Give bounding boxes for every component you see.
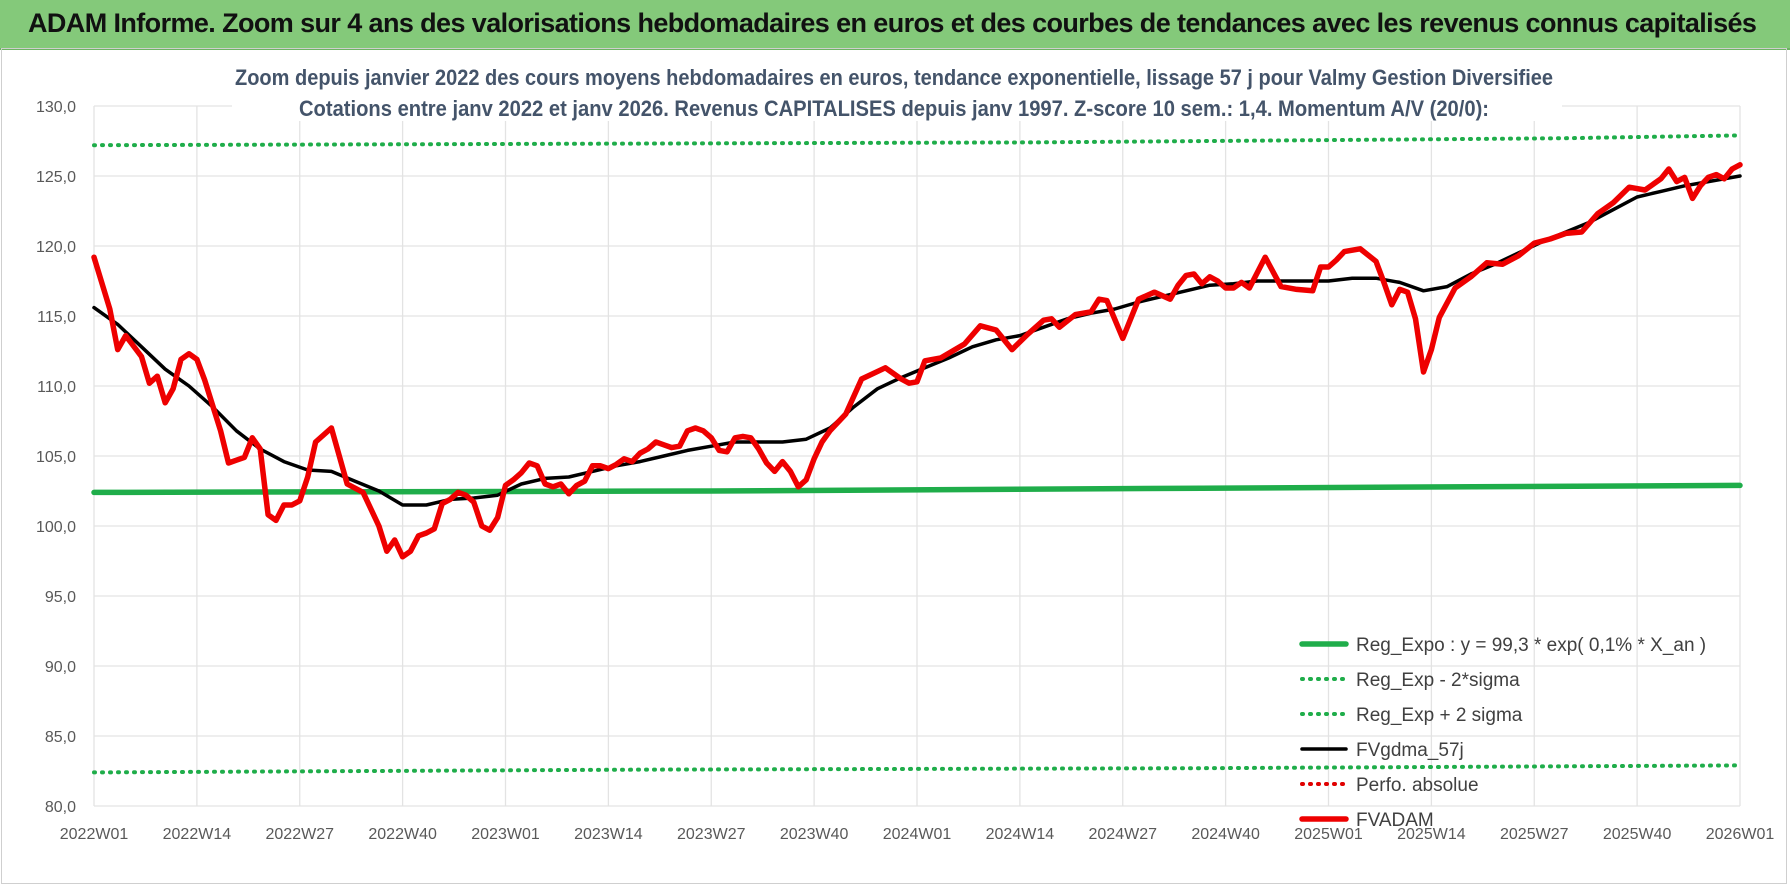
x-tick-label: 2024W14 bbox=[986, 826, 1055, 843]
fvadam-line bbox=[91, 162, 1743, 560]
legend-label: FVADAM bbox=[1356, 810, 1434, 831]
reg-exp-plus-2-sigma-line bbox=[92, 133, 1742, 148]
legend-fvadam: FVADAM bbox=[1299, 810, 1434, 831]
fvgdma-57j-line bbox=[92, 174, 1742, 507]
y-tick-label: 110,0 bbox=[37, 379, 76, 396]
legend-reg-expo: Reg_Expo : y = 99,3 * exp( 0,1% * X_an ) bbox=[1299, 635, 1706, 656]
x-tick-label: 2023W01 bbox=[471, 826, 540, 843]
reg-exp-minus-2-sigma-line bbox=[92, 763, 1742, 775]
x-tick-label: 2023W40 bbox=[780, 826, 849, 843]
x-tick-label: 2025W40 bbox=[1603, 826, 1672, 843]
legend-label: Perfo. absolue bbox=[1356, 775, 1479, 796]
x-tick-label: 2026W01 bbox=[1706, 826, 1775, 843]
series-lines bbox=[91, 133, 1743, 775]
y-tick-label: 115,0 bbox=[37, 309, 76, 326]
x-tick-label: 2025W01 bbox=[1294, 826, 1363, 843]
chart-title: Zoom depuis janvier 2022 des cours moyen… bbox=[235, 65, 1553, 90]
y-tick-label: 100,0 bbox=[36, 519, 76, 536]
y-tick-label: 125,0 bbox=[36, 169, 76, 186]
legend-label: Reg_Exp + 2 sigma bbox=[1356, 705, 1523, 726]
x-tick-label: 2024W27 bbox=[1089, 826, 1158, 843]
legend-label: Reg_Expo : y = 99,3 * exp( 0,1% * X_an ) bbox=[1356, 635, 1706, 656]
y-axis-tick-labels: 130,0 125,0 120,0 115,0 110,0 105,0 100,0 95,0 9… bbox=[36, 99, 76, 816]
x-tick-label: 2024W01 bbox=[883, 826, 952, 843]
x-tick-label: 2023W14 bbox=[574, 826, 643, 843]
header-bar: ADAM Informe. Zoom sur 4 ans des valoris… bbox=[0, 0, 1790, 50]
y-tick-label: 85,0 bbox=[45, 729, 76, 746]
y-tick-label: 120,0 bbox=[36, 239, 76, 256]
legend-reg-exp-minus-2-sigma: Reg_Exp - 2*sigma bbox=[1300, 670, 1520, 691]
legend: Reg_Expo : y = 99,3 * exp( 0,1% * X_an )… bbox=[1299, 635, 1706, 831]
legend-reg-exp-plus-2-sigma: Reg_Exp + 2 sigma bbox=[1300, 705, 1523, 726]
y-tick-label: 105,0 bbox=[36, 449, 76, 466]
y-tick-label: 130,0 bbox=[36, 99, 76, 116]
legend-fvgdma-57j: FVgdma_57j bbox=[1300, 740, 1464, 761]
x-axis-tick-labels: 2022W01 2022W14 2022W27 2022W40 2023W01 2023W… bbox=[60, 826, 1775, 843]
y-tick-label: 95,0 bbox=[45, 589, 76, 606]
reg-expo-line bbox=[91, 482, 1743, 496]
grid-lines bbox=[93, 105, 1741, 807]
x-tick-label: 2022W27 bbox=[266, 826, 335, 843]
page-title: ADAM Informe. Zoom sur 4 ans des valoris… bbox=[28, 8, 1757, 38]
y-tick-label: 90,0 bbox=[45, 659, 76, 676]
x-tick-label: 2023W27 bbox=[677, 826, 746, 843]
legend-label: FVgdma_57j bbox=[1356, 740, 1464, 761]
x-tick-label: 2025W27 bbox=[1500, 826, 1569, 843]
y-tick-label: 80,0 bbox=[45, 799, 76, 816]
title-background bbox=[232, 57, 1562, 121]
x-tick-label: 2024W40 bbox=[1191, 826, 1260, 843]
line-chart: 130,0 125,0 120,0 115,0 110,0 105,0 100,0 95,0 9… bbox=[36, 57, 1775, 843]
legend-perfo-absolue: Perfo. absolue bbox=[1300, 775, 1479, 796]
x-tick-label: 2022W40 bbox=[368, 826, 437, 843]
legend-label: Reg_Exp - 2*sigma bbox=[1356, 670, 1520, 691]
x-tick-label: 2022W01 bbox=[60, 826, 129, 843]
chart-frame: 130,0 125,0 120,0 115,0 110,0 105,0 100,0 95,0 9… bbox=[1, 48, 1787, 884]
x-tick-label: 2022W14 bbox=[163, 826, 232, 843]
x-tick-label: 2025W14 bbox=[1397, 826, 1466, 843]
chart-subtitle: Cotations entre janv 2022 et janv 2026. … bbox=[299, 96, 1489, 121]
